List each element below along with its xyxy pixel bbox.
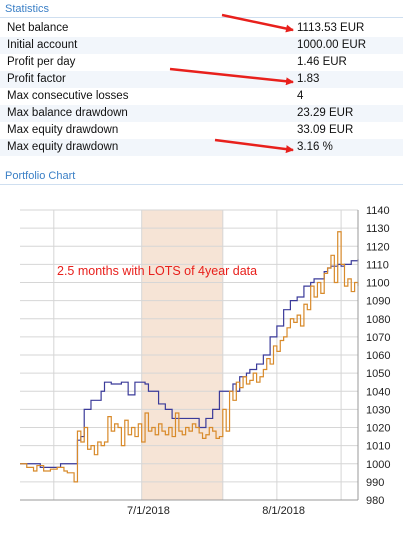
stat-row-max-consecutive-losses: Max consecutive losses 4 [0, 88, 403, 105]
stat-row-net-balance: Net balance 1113.53 EUR [0, 20, 403, 37]
stat-label: Profit factor [7, 73, 66, 85]
y-tick-label: 1090 [366, 296, 390, 308]
series-line-1 [20, 231, 359, 483]
y-tick-label: 1000 [366, 459, 390, 471]
stat-label: Net balance [7, 22, 69, 34]
y-tick-label: 1060 [366, 350, 390, 362]
chart-annotation: 2.5 months with LOTS of 4year data [57, 264, 257, 278]
portfolio-divider [0, 184, 403, 185]
stat-label: Max equity drawdown [7, 141, 119, 153]
stat-row-initial-account: Initial account 1000.00 EUR [0, 37, 403, 54]
portfolio-chart-svg: 980 990 1000 1010 1020 1030 1040 1050 1060 1070 10… [20, 205, 390, 517]
y-tick-label: 1120 [366, 241, 390, 253]
stat-row-profit-per-day: Profit per day 1.46 EUR [0, 54, 403, 71]
stat-label: Max equity drawdown [7, 124, 119, 136]
stat-label: Max consecutive losses [7, 90, 129, 102]
x-tick-label: 8/1/2018 [262, 505, 305, 517]
chart-series [20, 231, 359, 483]
stat-value: 4 [297, 90, 304, 102]
statistics-divider [0, 17, 403, 18]
series-line-0 [20, 258, 359, 468]
stat-row-max-balance-drawdown: Max balance drawdown 23.29 EUR [0, 105, 403, 122]
stat-label: Max balance drawdown [7, 107, 128, 119]
stat-label: Initial account [7, 39, 78, 51]
stat-value: 23.29 EUR [297, 107, 354, 119]
y-tick-label: 980 [366, 495, 384, 507]
x-tick-label: 7/1/2018 [127, 505, 170, 517]
stat-value: 33.09 EUR [297, 124, 354, 136]
y-tick-label: 1140 [366, 205, 390, 217]
stat-value: 1.46 EUR [297, 56, 347, 68]
arrow-equity-drawdown [214, 138, 294, 154]
stat-row-max-equity-drawdown: Max equity drawdown 33.09 EUR [0, 122, 403, 139]
y-tick-label: 1100 [366, 278, 390, 290]
stat-value: 1113.53 EUR [297, 22, 365, 34]
stat-row-profit-factor: Profit factor 1.83 [0, 71, 403, 88]
y-tick-label: 1040 [366, 386, 390, 398]
y-tick-label: 1130 [366, 223, 390, 235]
arrow-net-balance [221, 13, 294, 33]
portfolio-title: Portfolio Chart [5, 170, 76, 182]
arrow-profit-factor [169, 67, 294, 86]
stat-label: Profit per day [7, 56, 76, 68]
y-tick-label: 1070 [366, 332, 390, 344]
y-tick-label: 990 [366, 477, 384, 489]
statistics-title: Statistics [5, 3, 50, 15]
annotation-arrows [169, 13, 294, 154]
stat-value: 1.83 [297, 73, 320, 85]
y-tick-label: 1080 [366, 314, 390, 326]
x-axis: 7/1/2018 8/1/2018 [127, 505, 305, 517]
statistics-header: Statistics [0, 3, 403, 18]
stat-row-max-equity-drawdown-percent: Max equity drawdown 3.16 % [0, 139, 403, 156]
y-tick-label: 1110 [366, 259, 389, 271]
stat-value: 1000.00 EUR [297, 39, 367, 51]
y-tick-label: 1010 [366, 441, 390, 453]
stat-value: 3.16 % [297, 141, 333, 153]
y-axis: 980 990 1000 1010 1020 1030 1040 1050 1060 1070 10… [20, 205, 390, 507]
y-tick-label: 1050 [366, 368, 390, 380]
portfolio-header: Portfolio Chart [0, 170, 403, 185]
y-tick-label: 1020 [366, 423, 390, 435]
y-tick-label: 1030 [366, 404, 390, 416]
portfolio-chart: 980 990 1000 1010 1020 1030 1040 1050 1060 1070 10… [0, 200, 403, 532]
